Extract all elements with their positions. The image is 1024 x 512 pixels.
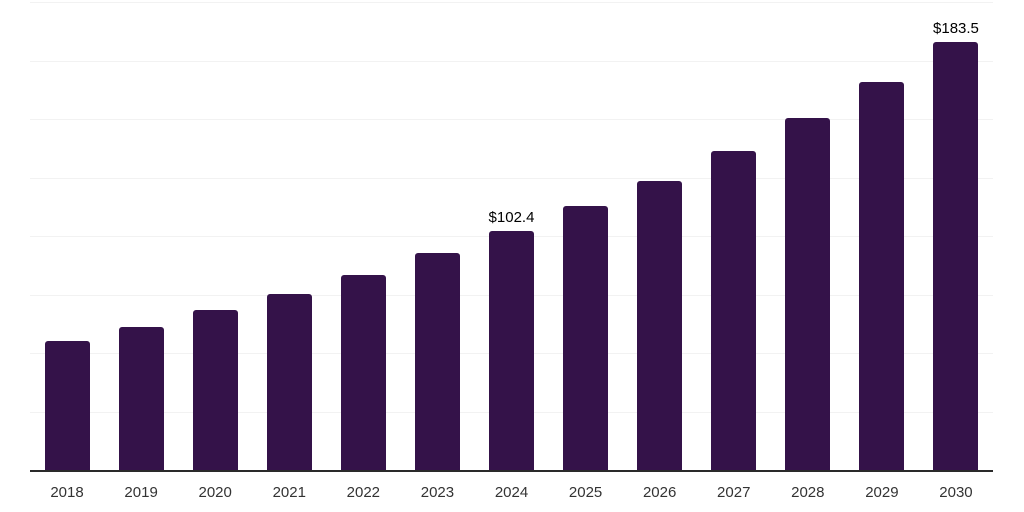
bar-value-label-2024: $102.4 — [488, 209, 535, 227]
x-tick-label-2019: 2019 — [124, 484, 158, 501]
bar-2029 — [859, 81, 905, 471]
gridline-125 — [30, 177, 993, 179]
x-tick-label-2022: 2022 — [346, 484, 381, 501]
x-tick-label-2030: 2030 — [939, 484, 973, 501]
bar-column-2018 — [30, 0, 104, 471]
bar-column-2027 — [697, 0, 771, 471]
bar-2028 — [785, 118, 831, 471]
x-tick-label-2023: 2023 — [420, 484, 455, 501]
x-axis-tick-labels: 2018 2019 2020 2021 2022 2023 2024 2025 2026 2027… — [30, 484, 993, 501]
plot-area: $102.4 $183.5 — [30, 0, 993, 472]
bar-column-2019 — [104, 0, 178, 471]
gridline-200 — [30, 2, 993, 3]
gridline-150 — [30, 119, 993, 120]
x-axis-line — [30, 470, 993, 472]
bar-column-2021 — [252, 0, 326, 471]
bar-series: $102.4 $183.5 — [30, 0, 993, 471]
bar-2023 — [414, 252, 460, 471]
bar-column-2030: $183.5 — [919, 0, 993, 471]
bar-column-2020 — [178, 0, 252, 471]
bar-column-2022 — [326, 0, 400, 471]
x-tick-label-2020: 2020 — [198, 484, 232, 501]
bar-2020 — [192, 310, 238, 471]
gridline-175 — [30, 60, 993, 62]
bar-2030 — [933, 41, 979, 471]
x-tick-label-2028: 2028 — [791, 484, 825, 501]
bar-2019 — [118, 326, 164, 471]
bar-column-2026 — [623, 0, 697, 471]
bar-value-label-2030: $183.5 — [933, 19, 979, 37]
x-tick-label-2021: 2021 — [272, 484, 306, 501]
bar-2022 — [340, 275, 386, 471]
bar-2024 — [489, 231, 534, 471]
bar-2021 — [266, 293, 312, 471]
x-tick-label-2029: 2029 — [865, 484, 899, 501]
bar-column-2023 — [400, 0, 474, 471]
bar-column-2024: $102.4 — [474, 0, 548, 471]
bar-2018 — [44, 341, 90, 471]
bar-column-2029 — [845, 0, 919, 471]
bar-2026 — [637, 181, 683, 471]
bar-2025 — [563, 206, 609, 471]
x-tick-label-2025: 2025 — [568, 484, 603, 501]
x-tick-label-2018: 2018 — [50, 484, 84, 501]
bar-2027 — [711, 151, 757, 471]
x-tick-label-2024: 2024 — [494, 484, 529, 501]
bar-column-2025 — [549, 0, 623, 471]
bar-column-2028 — [771, 0, 845, 471]
x-tick-label-2026: 2026 — [642, 484, 677, 501]
x-tick-label-2027: 2027 — [717, 484, 751, 501]
